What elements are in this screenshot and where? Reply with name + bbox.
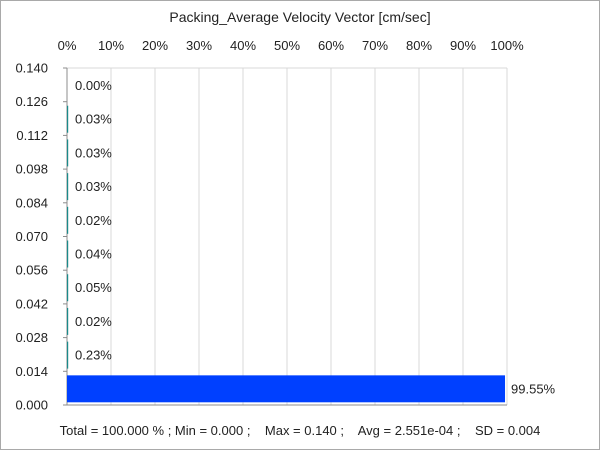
statistics-footer: Total = 100.000 % ; Min = 0.000 ; Max = … <box>59 423 541 438</box>
bar-label: 0.03% <box>75 145 112 160</box>
y-tick-label: 0.070 <box>15 229 48 244</box>
bar <box>67 375 506 403</box>
bar <box>67 307 69 335</box>
y-tick-label: 0.014 <box>15 364 48 379</box>
bar-label: 0.04% <box>75 247 112 262</box>
bar <box>67 139 69 167</box>
y-tick-label: 0.126 <box>15 94 48 109</box>
bar-label: 0.02% <box>75 213 112 228</box>
x-tick-label: 0% <box>58 38 77 53</box>
y-tick-label: 0.056 <box>15 263 48 278</box>
bar-label: 0.02% <box>75 314 112 329</box>
x-tick-label: 50% <box>274 38 300 53</box>
x-tick-label: 30% <box>186 38 212 53</box>
bar-label: 0.23% <box>75 348 112 363</box>
bar-label: 0.00% <box>75 78 112 93</box>
x-tick-label: 90% <box>450 38 476 53</box>
x-tick-label: 80% <box>406 38 432 53</box>
y-tick-label: 0.084 <box>15 195 48 210</box>
bar-label: 99.55% <box>511 381 556 396</box>
x-tick-label: 40% <box>230 38 256 53</box>
x-tick-labels: 0% 10% 20% 30% 40% 50% 60% 70% 80% 90% 100% <box>58 38 524 53</box>
x-tick-label: 20% <box>142 38 168 53</box>
bar <box>67 240 69 268</box>
y-tick-label: 0.028 <box>15 330 48 345</box>
bar <box>67 341 69 369</box>
x-tick-label: 100% <box>490 38 524 53</box>
bar <box>67 206 69 234</box>
chart-title: Packing_Average Velocity Vector [cm/sec] <box>169 9 430 25</box>
bar-labels: 99.55% 0.23% 0.02% 0.05% 0.04% 0.02% 0.03% 0.03… <box>75 78 556 396</box>
bar <box>67 173 69 201</box>
y-tick-labels: 0.000 0.014 0.028 0.042 0.056 0.070 0.084 0.098… <box>15 61 48 413</box>
axes <box>63 67 507 406</box>
bar-label: 0.05% <box>75 280 112 295</box>
bars <box>67 105 506 403</box>
x-tick-label: 10% <box>98 38 124 53</box>
bar-label: 0.03% <box>75 112 112 127</box>
y-tick-label: 0.112 <box>16 128 48 143</box>
x-tick-label: 60% <box>318 38 344 53</box>
x-tick-label: 70% <box>362 38 388 53</box>
grid-lines <box>66 67 508 405</box>
y-tick-label: 0.098 <box>15 162 48 177</box>
bar <box>67 274 69 302</box>
y-tick-label: 0.000 <box>15 398 48 413</box>
bar-label: 0.03% <box>75 179 112 194</box>
y-tick-label: 0.140 <box>15 61 48 76</box>
y-tick-label: 0.042 <box>15 296 48 311</box>
bar <box>67 105 69 133</box>
